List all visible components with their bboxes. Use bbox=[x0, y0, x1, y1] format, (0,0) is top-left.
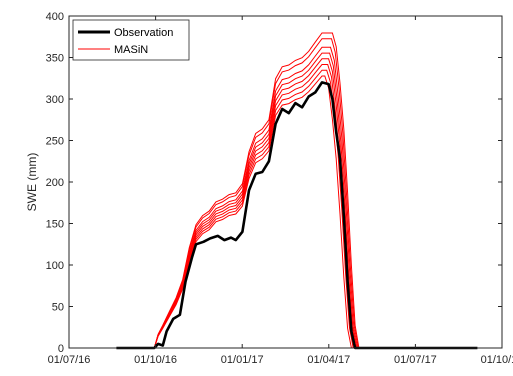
masin-series-line bbox=[116, 52, 479, 349]
x-tick-label: 01/10/16 bbox=[134, 354, 177, 366]
x-tick-label: 01/07/17 bbox=[394, 354, 437, 366]
y-tick-label: 400 bbox=[46, 11, 64, 23]
y-tick-label: 200 bbox=[46, 177, 64, 189]
masin-series-line bbox=[116, 32, 482, 349]
legend-label-masin: MASiN bbox=[114, 44, 148, 56]
masin-series-line bbox=[116, 58, 478, 349]
masin-series-line bbox=[116, 75, 474, 349]
y-tick-label: 250 bbox=[46, 136, 64, 148]
masin-series-line bbox=[116, 38, 481, 349]
masin-series-line bbox=[116, 69, 476, 349]
y-axis: 0 50 100 150 200 250 300 350 400 bbox=[46, 11, 502, 355]
series-layer bbox=[116, 32, 482, 350]
legend-label-observation: Observation bbox=[114, 27, 173, 39]
legend-box bbox=[72, 19, 190, 61]
y-tick-label: 350 bbox=[46, 53, 64, 65]
y-tick-label: 0 bbox=[58, 343, 64, 355]
y-tick-label: 150 bbox=[46, 219, 64, 231]
y-tick-label: 100 bbox=[46, 260, 64, 272]
x-tick-label: 01/04/17 bbox=[307, 354, 350, 366]
y-tick-label: 300 bbox=[46, 94, 64, 106]
x-tick-label: 01/01/17 bbox=[221, 354, 264, 366]
x-tick-label: 01/10/17 bbox=[481, 354, 513, 366]
legend: Observation MASiN bbox=[72, 19, 190, 61]
masin-series-line bbox=[116, 46, 480, 349]
x-axis: 01/07/16 01/10/16 01/01/17 01/04/17 01/07/17… bbox=[48, 16, 513, 366]
observation-series-line bbox=[116, 81, 478, 350]
y-axis-label: SWE (mm) bbox=[25, 153, 39, 212]
y-tick-label: 50 bbox=[52, 302, 64, 314]
masin-series-line bbox=[116, 64, 477, 349]
x-tick-label: 01/07/16 bbox=[48, 354, 91, 366]
